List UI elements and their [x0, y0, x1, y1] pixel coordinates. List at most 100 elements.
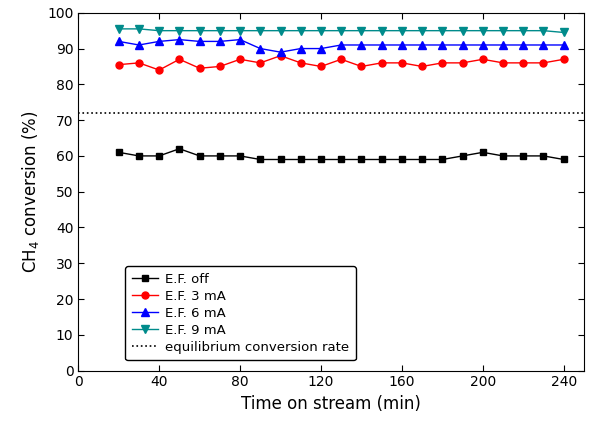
- E.F. off: [399, 157, 406, 162]
- Y-axis label: CH$_4$ conversion (%): CH$_4$ conversion (%): [20, 110, 42, 273]
- E.F. 6 mA: [479, 43, 486, 48]
- E.F. 9 mA: [479, 28, 486, 33]
- E.F. 3 mA: [216, 64, 223, 69]
- E.F. 3 mA: [418, 64, 426, 69]
- E.F. off: [155, 153, 163, 158]
- E.F. 3 mA: [297, 60, 305, 66]
- E.F. off: [196, 153, 203, 158]
- E.F. 6 mA: [540, 43, 547, 48]
- E.F. 9 mA: [418, 28, 426, 33]
- E.F. 9 mA: [135, 26, 143, 32]
- E.F. 6 mA: [500, 43, 507, 48]
- E.F. 9 mA: [196, 28, 203, 33]
- E.F. off: [135, 153, 143, 158]
- E.F. off: [378, 157, 385, 162]
- E.F. off: [500, 153, 507, 158]
- E.F. off: [317, 157, 324, 162]
- E.F. 3 mA: [540, 60, 547, 66]
- E.F. 9 mA: [237, 28, 244, 33]
- E.F. 9 mA: [176, 28, 183, 33]
- E.F. 6 mA: [196, 39, 203, 44]
- E.F. 9 mA: [378, 28, 385, 33]
- E.F. 3 mA: [317, 64, 324, 69]
- E.F. off: [115, 150, 122, 155]
- E.F. 6 mA: [378, 43, 385, 48]
- E.F. 9 mA: [520, 28, 527, 33]
- E.F. 6 mA: [216, 39, 223, 44]
- E.F. 9 mA: [560, 30, 567, 35]
- E.F. 6 mA: [297, 46, 305, 51]
- E.F. off: [358, 157, 365, 162]
- E.F. off: [459, 153, 466, 158]
- E.F. 3 mA: [256, 60, 264, 66]
- E.F. off: [439, 157, 446, 162]
- Line: E.F. 3 mA: E.F. 3 mA: [115, 52, 567, 74]
- E.F. 6 mA: [155, 39, 163, 44]
- E.F. 6 mA: [317, 46, 324, 51]
- E.F. 3 mA: [500, 60, 507, 66]
- E.F. 9 mA: [115, 26, 122, 32]
- E.F. 6 mA: [135, 43, 143, 48]
- E.F. off: [176, 146, 183, 151]
- E.F. 6 mA: [399, 43, 406, 48]
- Line: E.F. 6 mA: E.F. 6 mA: [114, 35, 568, 56]
- E.F. 3 mA: [196, 66, 203, 71]
- E.F. off: [216, 153, 223, 158]
- E.F. 9 mA: [155, 28, 163, 33]
- E.F. 9 mA: [277, 28, 284, 33]
- E.F. 6 mA: [418, 43, 426, 48]
- Legend: E.F. off, E.F. 3 mA, E.F. 6 mA, E.F. 9 mA, equilibrium conversion rate: E.F. off, E.F. 3 mA, E.F. 6 mA, E.F. 9 m…: [125, 266, 356, 360]
- E.F. 3 mA: [479, 57, 486, 62]
- E.F. off: [520, 153, 527, 158]
- E.F. 3 mA: [378, 60, 385, 66]
- E.F. 6 mA: [256, 46, 264, 51]
- E.F. 9 mA: [358, 28, 365, 33]
- E.F. off: [237, 153, 244, 158]
- E.F. 3 mA: [115, 62, 122, 67]
- E.F. 3 mA: [338, 57, 345, 62]
- E.F. 3 mA: [439, 60, 446, 66]
- E.F. 3 mA: [459, 60, 466, 66]
- Line: E.F. 9 mA: E.F. 9 mA: [114, 25, 568, 37]
- E.F. 3 mA: [135, 60, 143, 66]
- Line: E.F. off: E.F. off: [115, 145, 567, 163]
- E.F. off: [560, 157, 567, 162]
- E.F. off: [256, 157, 264, 162]
- E.F. 6 mA: [520, 43, 527, 48]
- E.F. 9 mA: [216, 28, 223, 33]
- E.F. 9 mA: [338, 28, 345, 33]
- equilibrium conversion rate: [76, 110, 84, 115]
- E.F. 9 mA: [297, 28, 305, 33]
- E.F. off: [277, 157, 284, 162]
- E.F. 9 mA: [439, 28, 446, 33]
- E.F. 3 mA: [399, 60, 406, 66]
- E.F. 6 mA: [237, 37, 244, 42]
- E.F. off: [418, 157, 426, 162]
- E.F. 6 mA: [358, 43, 365, 48]
- E.F. off: [479, 150, 486, 155]
- E.F. 9 mA: [459, 28, 466, 33]
- E.F. off: [297, 157, 305, 162]
- E.F. 6 mA: [176, 37, 183, 42]
- E.F. 3 mA: [277, 53, 284, 58]
- E.F. 3 mA: [155, 67, 163, 72]
- E.F. 9 mA: [500, 28, 507, 33]
- E.F. 6 mA: [560, 43, 567, 48]
- E.F. 9 mA: [256, 28, 264, 33]
- E.F. 6 mA: [115, 39, 122, 44]
- E.F. 3 mA: [560, 57, 567, 62]
- E.F. off: [338, 157, 345, 162]
- E.F. 3 mA: [176, 57, 183, 62]
- E.F. 6 mA: [439, 43, 446, 48]
- E.F. 6 mA: [277, 49, 284, 55]
- E.F. 6 mA: [459, 43, 466, 48]
- E.F. 6 mA: [338, 43, 345, 48]
- E.F. 9 mA: [540, 28, 547, 33]
- E.F. off: [540, 153, 547, 158]
- E.F. 9 mA: [317, 28, 324, 33]
- X-axis label: Time on stream (min): Time on stream (min): [241, 395, 421, 413]
- E.F. 3 mA: [358, 64, 365, 69]
- equilibrium conversion rate: [75, 110, 82, 115]
- E.F. 3 mA: [520, 60, 527, 66]
- E.F. 3 mA: [237, 57, 244, 62]
